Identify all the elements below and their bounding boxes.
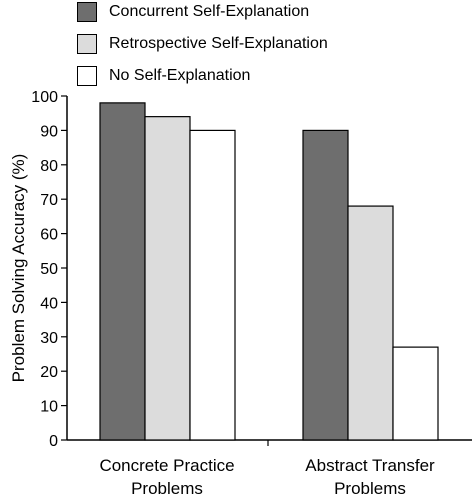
y-tick-label: 50 <box>40 261 58 278</box>
bar <box>347 205 394 441</box>
bars <box>99 102 439 441</box>
legend-label: No Self-Explanation <box>109 67 251 84</box>
category-labels: Concrete Practice Problems Abstract Transf… <box>99 456 435 498</box>
legend-swatch <box>77 34 97 54</box>
y-tick-label: 100 <box>31 89 58 106</box>
x-tick-label: Abstract Transfer Problems <box>305 456 435 498</box>
y-tick-label: 0 <box>49 433 58 450</box>
bar <box>302 129 349 441</box>
y-tick-label: 70 <box>40 192 58 209</box>
bar <box>189 129 236 441</box>
y-tick-label: 10 <box>40 399 58 416</box>
x-tick-label: Concrete Practice Problems <box>99 456 234 498</box>
legend-label: Retrospective Self-Explanation <box>109 35 328 52</box>
y-tick-label: 90 <box>40 123 58 140</box>
legend-swatch <box>77 2 97 22</box>
bar <box>99 102 146 441</box>
y-tick-label: 20 <box>40 364 58 381</box>
bar <box>392 346 439 441</box>
y-tick-label: 40 <box>40 295 58 312</box>
legend-label: Concurrent Self-Explanation <box>109 3 310 20</box>
y-tick-label: 60 <box>40 227 58 244</box>
legend-swatch <box>77 66 97 86</box>
y-tick-label: 80 <box>40 158 58 175</box>
bar <box>144 116 191 441</box>
y-tick-label: 30 <box>40 330 58 347</box>
y-axis-label: Problem Solving Accuracy (%) <box>9 154 28 383</box>
axes: 0 10 20 30 40 50 60 70 80 90 100 <box>31 89 472 450</box>
